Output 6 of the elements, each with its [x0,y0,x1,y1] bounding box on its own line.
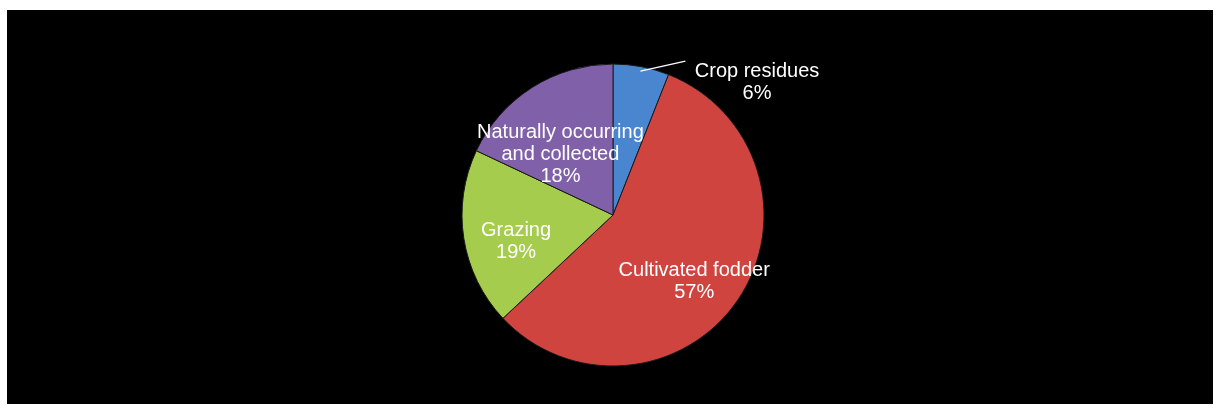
slice-label: Grazing [481,218,552,241]
data-label: 57% [674,280,715,303]
data-label: 19% [496,240,537,263]
data-label: 6% [742,81,772,104]
slice-label: Crop residues [694,59,820,82]
data-label: 18% [540,164,581,187]
